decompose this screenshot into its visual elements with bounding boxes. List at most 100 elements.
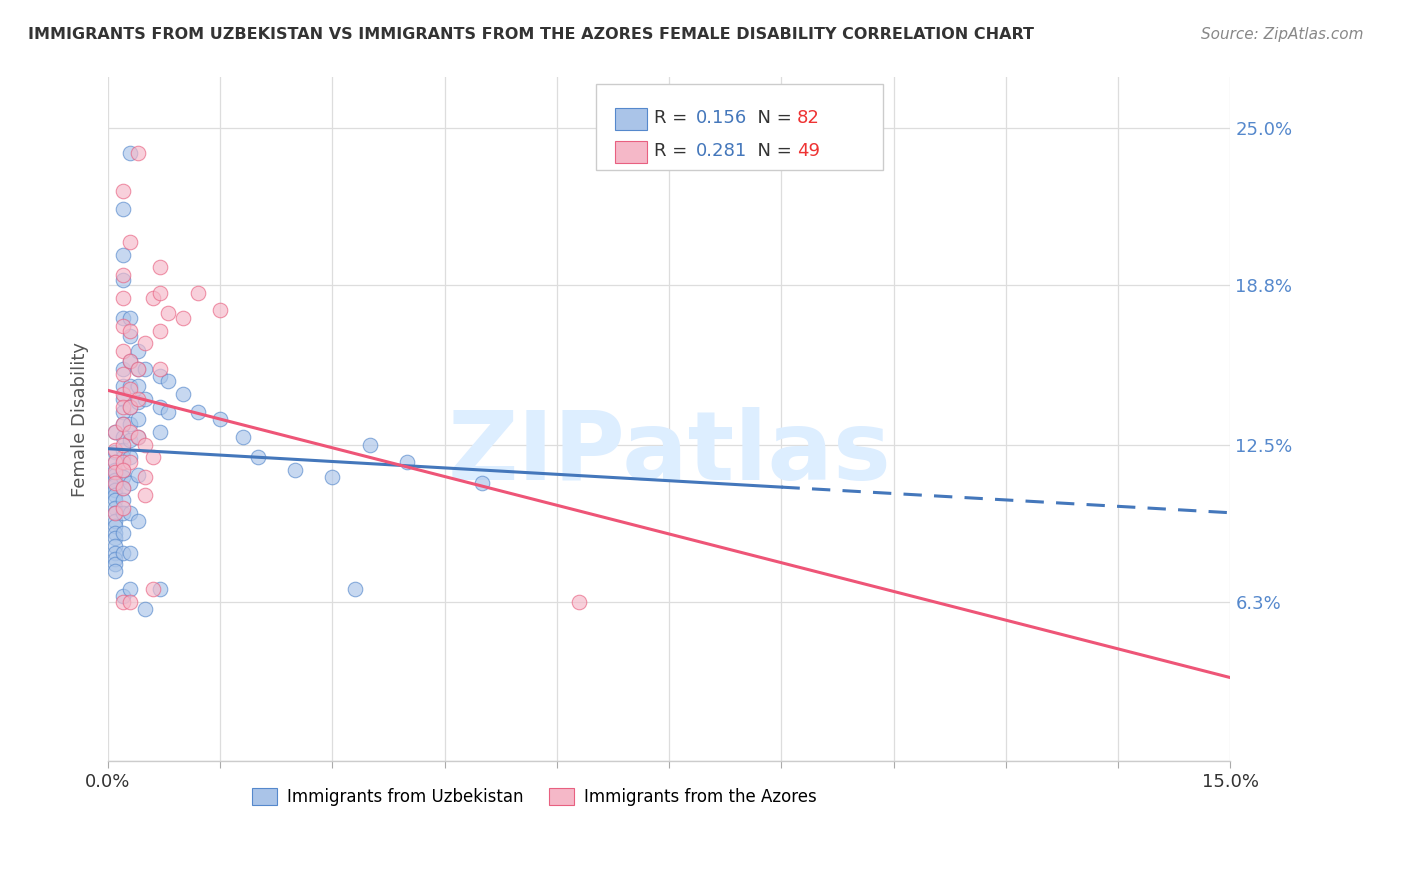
Point — [120, 475, 142, 490]
Text: 0.156: 0.156 — [696, 110, 748, 128]
Point — [111, 379, 134, 393]
Point — [149, 582, 172, 596]
Point — [127, 343, 149, 358]
Point — [120, 354, 142, 368]
Point — [142, 450, 165, 465]
Point — [111, 318, 134, 333]
Point — [156, 306, 179, 320]
Point — [111, 590, 134, 604]
Point — [284, 463, 307, 477]
Point — [104, 551, 127, 566]
Point — [120, 400, 142, 414]
Point — [111, 526, 134, 541]
Point — [127, 412, 149, 426]
Point — [127, 430, 149, 444]
Point — [120, 546, 142, 560]
Point — [343, 582, 366, 596]
Point — [104, 445, 127, 459]
Point — [127, 394, 149, 409]
Point — [111, 367, 134, 381]
Point — [120, 425, 142, 439]
Point — [104, 539, 127, 553]
Point — [111, 202, 134, 216]
Point — [359, 437, 381, 451]
Point — [321, 470, 343, 484]
Point — [187, 405, 209, 419]
Y-axis label: Female Disability: Female Disability — [72, 342, 89, 497]
Point — [104, 518, 127, 533]
Point — [120, 382, 142, 396]
Point — [111, 268, 134, 282]
Point — [568, 594, 591, 608]
Point — [104, 478, 127, 492]
Point — [471, 475, 494, 490]
Point — [172, 387, 194, 401]
Point — [127, 430, 149, 444]
Text: 82: 82 — [797, 110, 820, 128]
Point — [149, 324, 172, 338]
Point — [104, 455, 127, 469]
Point — [120, 310, 142, 325]
Point — [149, 260, 172, 275]
Point — [111, 437, 134, 451]
Point — [104, 526, 127, 541]
Point — [111, 450, 134, 465]
FancyBboxPatch shape — [596, 84, 883, 169]
Point — [111, 310, 134, 325]
Point — [120, 379, 142, 393]
Point — [104, 483, 127, 498]
Point — [111, 481, 134, 495]
Point — [134, 470, 156, 484]
Point — [127, 467, 149, 482]
Point — [111, 506, 134, 520]
Point — [134, 437, 156, 451]
Point — [127, 146, 149, 161]
Point — [111, 594, 134, 608]
Point — [127, 361, 149, 376]
Point — [111, 387, 134, 401]
Point — [111, 291, 134, 305]
Point — [111, 417, 134, 432]
Point — [111, 493, 134, 508]
Point — [104, 506, 127, 520]
Point — [120, 433, 142, 447]
Point — [120, 400, 142, 414]
Point — [111, 273, 134, 287]
Point — [120, 455, 142, 469]
Point — [149, 285, 172, 300]
Point — [104, 425, 127, 439]
Point — [120, 328, 142, 343]
Point — [149, 400, 172, 414]
Point — [104, 473, 127, 487]
Text: N =: N = — [745, 143, 797, 161]
Point — [104, 488, 127, 502]
FancyBboxPatch shape — [616, 108, 647, 130]
Point — [120, 417, 142, 432]
Point — [111, 500, 134, 515]
Point — [104, 514, 127, 528]
Point — [127, 379, 149, 393]
Point — [134, 602, 156, 616]
Text: 0.281: 0.281 — [696, 143, 748, 161]
Text: R =: R = — [654, 143, 693, 161]
Point — [120, 146, 142, 161]
Point — [149, 425, 172, 439]
FancyBboxPatch shape — [616, 141, 647, 163]
Point — [111, 463, 134, 477]
Point — [134, 488, 156, 502]
Point — [232, 430, 254, 444]
Point — [111, 361, 134, 376]
Point — [104, 506, 127, 520]
Point — [120, 324, 142, 338]
Point — [111, 392, 134, 406]
Point — [111, 405, 134, 419]
Point — [172, 310, 194, 325]
Point — [111, 455, 134, 469]
Point — [104, 455, 127, 469]
Point — [120, 594, 142, 608]
Point — [111, 430, 134, 444]
Point — [134, 392, 156, 406]
Point — [104, 466, 127, 480]
Point — [246, 450, 269, 465]
Point — [120, 506, 142, 520]
